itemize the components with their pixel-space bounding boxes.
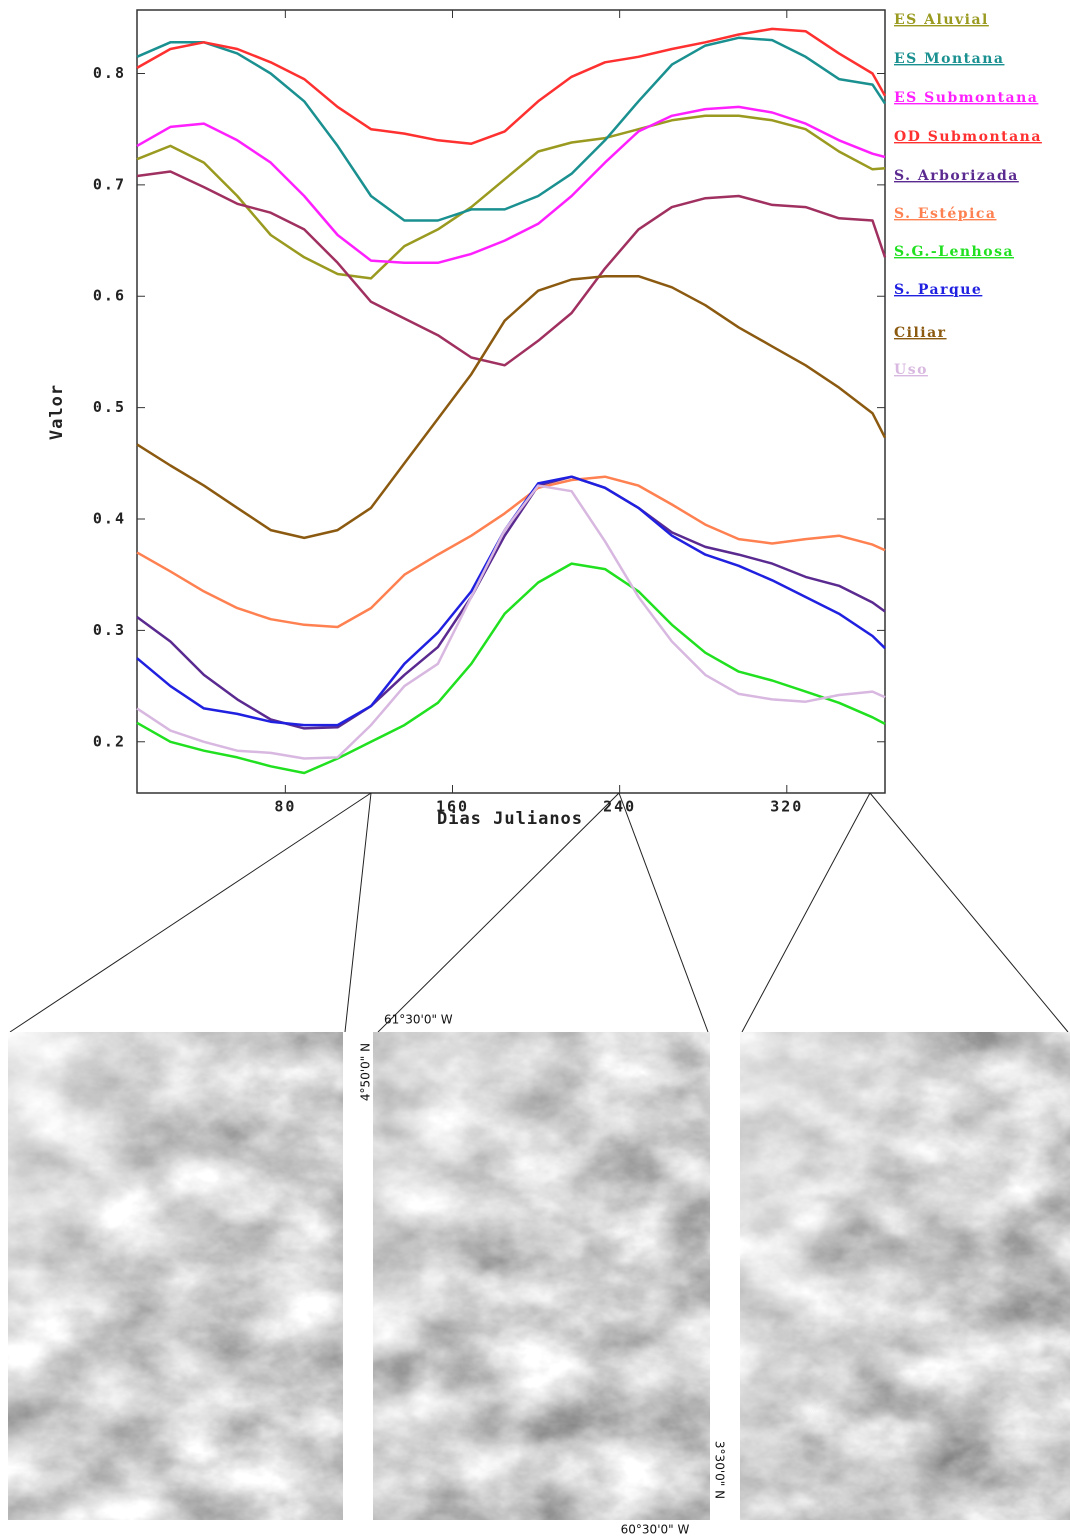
y-axis-title: Valor <box>47 384 67 440</box>
legend-label: Ciliar <box>894 325 947 341</box>
legend-label: S. Estépica <box>894 206 997 222</box>
zoom-lines <box>9 792 1069 1033</box>
series-line <box>136 27 887 145</box>
image-haze <box>8 1032 343 1520</box>
series-line <box>136 170 887 367</box>
legend-label: OD Submontana <box>894 129 1042 145</box>
legend-label: S. Arborizada <box>894 168 1019 184</box>
zoom-line <box>377 792 620 1033</box>
series-line <box>136 562 886 775</box>
image-haze <box>373 1032 710 1520</box>
y-tick-label: 0.4 <box>93 510 126 528</box>
series-line <box>136 274 887 540</box>
legend-label: S. Parque <box>894 282 982 298</box>
plot-frame <box>136 9 886 794</box>
zoom-line <box>869 792 1069 1033</box>
y-tick-label: 0.3 <box>93 621 126 639</box>
series-line <box>136 475 886 629</box>
series-line <box>136 114 886 280</box>
series-line <box>136 36 887 222</box>
y-tick-label: 0.7 <box>93 175 126 193</box>
zoom-line <box>344 792 372 1033</box>
map-label: 61°30'0" W <box>384 1013 453 1027</box>
x-tick-label: 240 <box>603 798 636 816</box>
series-line <box>136 484 886 760</box>
legend-label: ES Aluvial <box>894 12 989 28</box>
satellite-images <box>8 1032 1070 1520</box>
zoom-line <box>9 792 372 1033</box>
series-line <box>136 105 886 265</box>
map-label: 4°50'0" N <box>359 1043 373 1101</box>
y-tick-label: 0.5 <box>93 398 126 416</box>
x-tick-label: 80 <box>274 798 296 816</box>
y-tick-label: 0.8 <box>93 64 126 82</box>
map-label: 60°30'0" W <box>621 1523 690 1537</box>
y-tick-label: 0.6 <box>93 287 126 305</box>
map-label: 3°30'0" N <box>713 1441 727 1499</box>
y-tick-label: 0.2 <box>93 732 126 750</box>
x-tick-label: 320 <box>770 798 803 816</box>
zoom-line <box>618 792 709 1033</box>
legend-label: ES Submontana <box>894 90 1038 106</box>
legend-label: ES Montana <box>894 51 1004 67</box>
series-line <box>136 475 886 730</box>
series-line <box>136 475 886 727</box>
zoom-line <box>741 792 871 1033</box>
x-tick-label: 160 <box>436 798 469 816</box>
x-axis-title: Dias Julianos <box>437 809 583 829</box>
legend-label: Uso <box>894 362 928 378</box>
image-haze <box>740 1032 1070 1520</box>
legend-label: S.G.-Lenhosa <box>894 244 1014 260</box>
